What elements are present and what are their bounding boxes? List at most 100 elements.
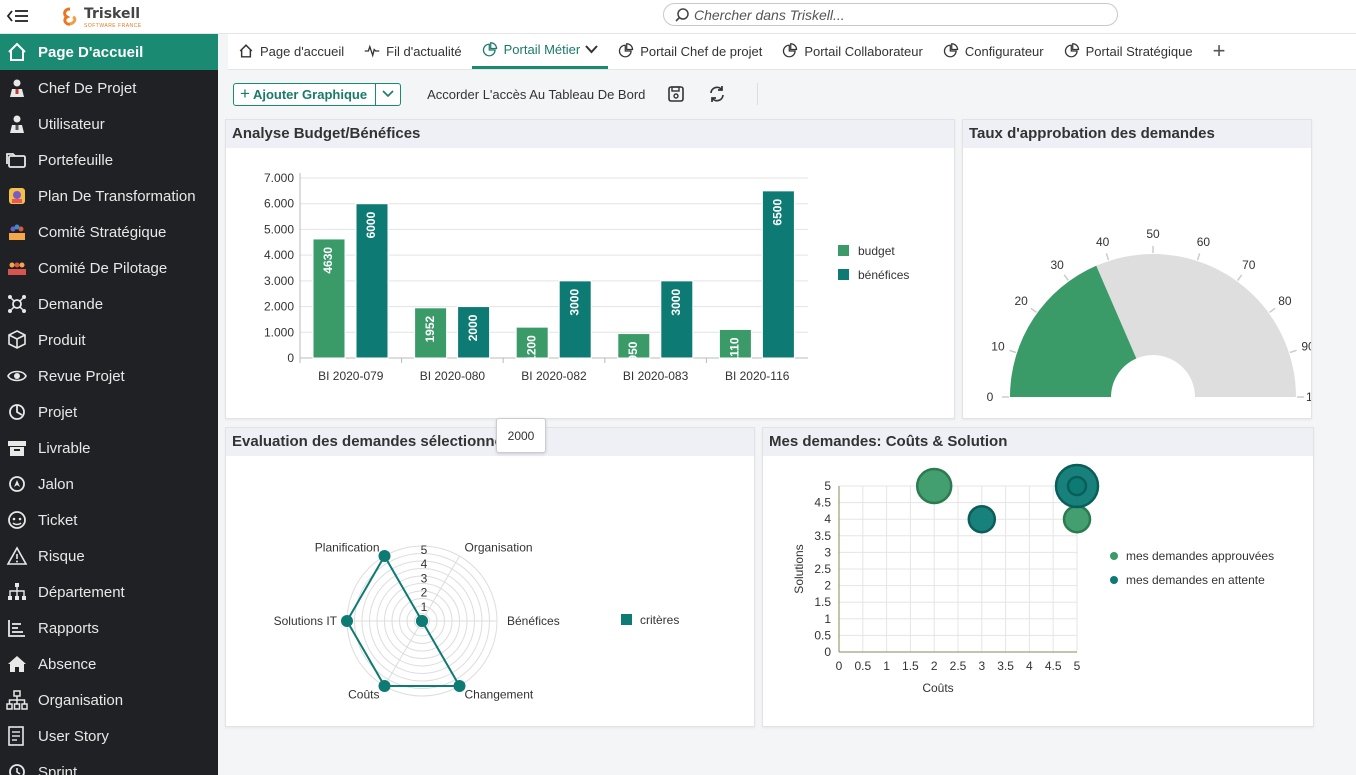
search-icon	[675, 7, 689, 22]
sidebar-item[interactable]: Organisation	[0, 682, 218, 718]
x-tick-label: BI 2020-080	[420, 369, 486, 383]
grant-dashboard-access-button[interactable]: Accorder L'accès Au Tableau De Bord	[427, 86, 646, 102]
tab[interactable]: Fil d'actualité	[354, 33, 471, 69]
sidebar-item[interactable]: Rapports	[0, 610, 218, 646]
tab[interactable]: Configurateur	[933, 33, 1054, 69]
chevron-down-icon[interactable]	[585, 45, 598, 54]
sidebar-item-label: User Story	[38, 727, 109, 745]
sidebar-item[interactable]: Absence	[0, 646, 218, 682]
bar-budget	[617, 333, 651, 359]
panel-title: Taux d'approbation des demandes	[963, 120, 1311, 148]
sidebar-item[interactable]: Comité De Pilotage	[0, 250, 218, 286]
toolbar-divider	[757, 83, 759, 105]
sidebar-item-label: Sprint	[38, 763, 78, 775]
chart-tooltip: 2000	[496, 418, 546, 453]
sidebar-item-label: Absence	[38, 655, 97, 673]
bar-bénéfices	[457, 306, 491, 359]
chevron-down-icon[interactable]	[376, 84, 400, 105]
y-tick-label: 6.000	[264, 197, 294, 211]
sidebar-item[interactable]: Page D'accueil	[0, 34, 218, 70]
bar-data-label: 2000	[466, 314, 480, 341]
bar-budget	[312, 238, 346, 359]
radar-spoke	[421, 555, 460, 622]
radar-spoke	[384, 620, 423, 687]
x-tick-label: BI 2020-083	[623, 369, 689, 383]
sidebar-item[interactable]: Département	[0, 574, 218, 610]
sidebar-item[interactable]: Livrable	[0, 430, 218, 466]
refresh-icon[interactable]	[707, 85, 727, 103]
bar-bénéfices	[355, 203, 389, 359]
search-box[interactable]	[663, 3, 1118, 26]
project-review-icon	[4, 365, 30, 387]
logo-text: Triskell	[84, 6, 141, 22]
radar-point	[378, 679, 391, 692]
radar-axis-label: Changement	[465, 688, 534, 702]
sidebar-item[interactable]: Ticket	[0, 502, 218, 538]
gauge-tick-label: 40	[1096, 235, 1110, 249]
tab[interactable]: Portail Stratégique	[1054, 33, 1203, 69]
home-icon	[238, 43, 254, 59]
logo-subtitle: SOFTWARE FRANCE	[84, 23, 142, 29]
sidebar-item[interactable]: Plan De Transformation	[0, 178, 218, 214]
gauge-tick	[1009, 349, 1017, 354]
sidebar-item[interactable]: Comité Stratégique	[0, 214, 218, 250]
radar-point	[341, 615, 353, 627]
user-icon	[4, 113, 30, 135]
tab-label: Portail Métier	[503, 42, 581, 57]
add-chart-button[interactable]: + Ajouter Graphique	[233, 82, 402, 106]
sidebar-item[interactable]: Projet	[0, 394, 218, 430]
sidebar-item[interactable]: Produit	[0, 322, 218, 358]
add-tab-icon[interactable]: +	[1212, 38, 1226, 63]
gauge-tick	[1289, 349, 1297, 354]
budget-benefits-chart: 0 1.000 2.000 3.000 4.000 5.000 6.000 7.000 4630…	[264, 171, 909, 383]
gauge-fill	[1010, 265, 1137, 397]
tab[interactable]: Portail Chef de projet	[608, 33, 772, 69]
x-axis-label: Coûts	[922, 681, 953, 695]
sidebar-item[interactable]: Revue Projet	[0, 358, 218, 394]
y-tick-label: 3.5	[814, 529, 831, 543]
x-tick-label: 1	[883, 659, 890, 673]
cost-solution-panel: Mes demandes: Coûts & Solution 0 0.5 1 1.5 2…	[762, 427, 1314, 727]
ticket-icon	[4, 509, 30, 531]
radar-axis-label: Planification	[315, 540, 380, 554]
request-icon	[4, 293, 30, 315]
dashboard-toolbar: + Ajouter Graphique Accorder L'accès Au T…	[228, 70, 1356, 118]
y-tick-label: 3.000	[264, 274, 294, 288]
bar-budget	[718, 328, 752, 359]
sidebar-item[interactable]: Chef De Projet	[0, 70, 218, 106]
milestone-icon	[4, 473, 30, 495]
sidebar-item[interactable]: Sprint	[0, 754, 218, 775]
search-input[interactable]	[694, 6, 1094, 23]
pie-chart-icon	[782, 43, 798, 59]
sidebar-item[interactable]: Demande	[0, 286, 218, 322]
sidebar-item[interactable]: Portefeuille	[0, 142, 218, 178]
triskell-logo-icon	[63, 7, 77, 26]
radar-point	[416, 615, 428, 627]
tab[interactable]: Page d'accueil	[228, 33, 354, 69]
sidebar-item-label: Projet	[38, 403, 78, 421]
sidebar-item-label: Département	[38, 583, 125, 601]
sidebar-item[interactable]: User Story	[0, 718, 218, 754]
radar-point	[453, 679, 466, 692]
bar-budget	[414, 307, 448, 359]
gauge-tick-label: 50	[1146, 227, 1160, 241]
legend-swatch	[838, 269, 849, 280]
tab[interactable]: Portail Métier	[471, 33, 609, 69]
y-tick-label: 5.000	[264, 222, 294, 236]
gauge-tick	[1105, 253, 1110, 261]
sidebar-item[interactable]: Utilisateur	[0, 106, 218, 142]
collapse-sidebar-icon[interactable]	[6, 6, 30, 26]
radar-axis-label: Bénéfices	[507, 614, 560, 628]
bar-data-label: 6000	[364, 211, 378, 238]
tab-label: Portail Stratégique	[1085, 43, 1193, 59]
triskell-logo[interactable]: Triskell SOFTWARE FRANCE	[60, 3, 142, 31]
y-tick-label: 5	[824, 479, 831, 493]
tab[interactable]: Portail Collaborateur	[772, 33, 933, 69]
sidebar-item[interactable]: Risque	[0, 538, 218, 574]
sidebar-item[interactable]: Jalon	[0, 466, 218, 502]
x-tick-label: 3.5	[997, 659, 1014, 673]
save-icon[interactable]	[667, 85, 685, 103]
tab-label: Fil d'actualité	[386, 43, 462, 59]
legend-label: bénéfices	[858, 268, 909, 282]
plus-icon: +	[240, 84, 250, 103]
